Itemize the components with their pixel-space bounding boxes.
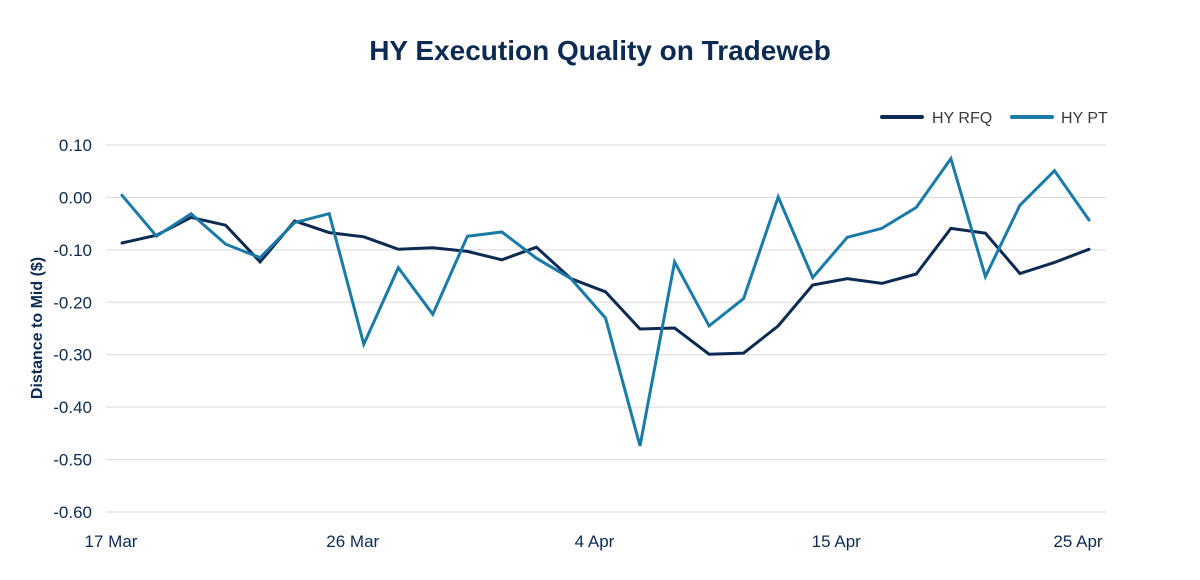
- y-tick-label: 0.00: [59, 188, 92, 207]
- x-tick-label: 25 Apr: [1053, 532, 1102, 551]
- y-tick-label: -0.30: [53, 346, 92, 365]
- grid-layer: [106, 144, 1106, 513]
- y-tick-label: -0.20: [53, 293, 92, 312]
- x-tick-label: 4 Apr: [575, 532, 615, 551]
- x-tick-label: 17 Mar: [85, 532, 138, 551]
- x-tick-label: 26 Mar: [326, 532, 379, 551]
- series-layer: [120, 155, 1091, 447]
- legend-label: HY RFQ: [932, 110, 992, 127]
- y-tick-label: -0.10: [53, 241, 92, 260]
- chart-title: HY Execution Quality on Tradeweb: [369, 35, 831, 66]
- legend-item-hy-rfq[interactable]: HY RFQ: [880, 110, 992, 127]
- legend-item-hy-pt[interactable]: HY PT: [1010, 110, 1108, 127]
- legend-label: HY PT: [1061, 110, 1108, 127]
- series-line-hy-pt: [120, 155, 1091, 447]
- x-tick-label: 15 Apr: [812, 532, 861, 551]
- y-tick-label: -0.40: [53, 398, 92, 417]
- y-axis-label: Distance to Mid ($): [29, 257, 46, 399]
- legend[interactable]: HY RFQ HY PT: [880, 110, 1108, 127]
- y-tick-label: 0.10: [59, 136, 92, 155]
- x-axis-ticks: 17 Mar 26 Mar 4 Apr 15 Apr 25 Apr: [85, 532, 1103, 551]
- y-axis-ticks: 0.10 0.00 -0.10 -0.20 -0.30 -0.40 -0.50 -0.60: [53, 136, 92, 522]
- y-tick-label: -0.50: [53, 451, 92, 470]
- series-line-hy-rfq: [120, 215, 1091, 356]
- y-tick-label: -0.60: [53, 503, 92, 522]
